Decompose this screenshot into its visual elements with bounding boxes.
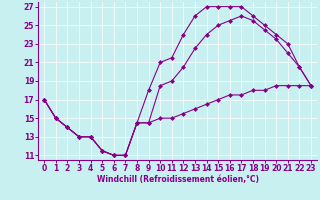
X-axis label: Windchill (Refroidissement éolien,°C): Windchill (Refroidissement éolien,°C)	[97, 175, 259, 184]
